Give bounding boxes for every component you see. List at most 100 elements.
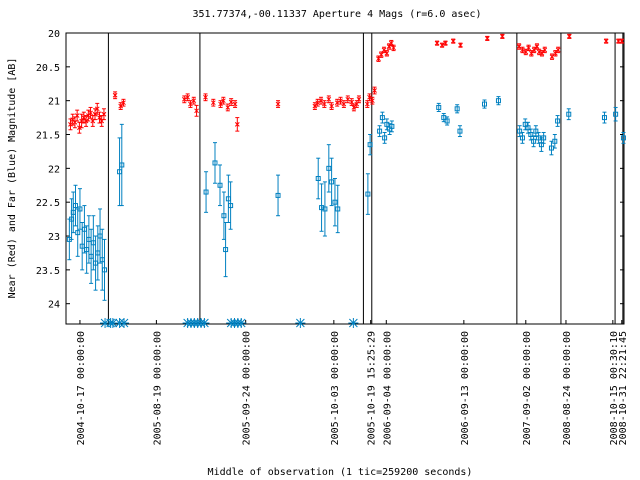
far-point — [538, 142, 544, 148]
near-point — [338, 98, 343, 104]
near-point — [384, 50, 390, 56]
far-point — [72, 203, 78, 209]
upper-limit-marker — [119, 318, 130, 328]
x-tick-label: 2008-10-15 00:30:10 — [609, 331, 620, 445]
far-point — [533, 128, 539, 134]
far-point — [275, 192, 281, 198]
chart-title: 351.77374,-00.11337 Aperture 4 Mags (r=6… — [193, 9, 482, 20]
near-point — [549, 54, 555, 60]
far-point — [555, 118, 561, 124]
x-tick-label: 2004-10-17 00:00:00 — [76, 331, 87, 445]
near-point — [439, 42, 445, 48]
near-point — [221, 98, 226, 104]
far-point — [522, 121, 528, 127]
near-point — [356, 96, 362, 102]
near-point — [275, 101, 281, 107]
near-point — [81, 115, 87, 120]
near-point — [619, 38, 625, 44]
series-far — [66, 96, 626, 301]
x-tick-label: 2005-09-24 00:00:00 — [242, 331, 253, 445]
far-point — [566, 111, 572, 117]
x-tick-label: 2007-09-02 00:00:00 — [522, 331, 533, 445]
near-point — [77, 125, 82, 131]
far-point — [75, 230, 81, 236]
near-point — [83, 118, 89, 124]
far-point — [552, 138, 558, 144]
y-tick-label: 23 — [48, 232, 60, 243]
x-tick-label: 2006-09-13 00:00:00 — [460, 331, 471, 445]
near-point — [484, 36, 490, 41]
near-point — [534, 44, 540, 49]
near-point — [194, 108, 199, 114]
plot-frame — [65, 32, 625, 325]
near-point — [434, 40, 440, 46]
y-tick-label: 22 — [48, 164, 60, 175]
x-tick-label: 2005-10-03 00:00:00 — [330, 331, 341, 445]
far-point — [203, 189, 209, 195]
near-point — [443, 40, 448, 46]
near-point — [92, 111, 98, 117]
y-tick-label: 23.5 — [36, 266, 60, 277]
near-point — [341, 101, 347, 107]
far-point — [525, 125, 531, 131]
far-point — [495, 98, 501, 104]
far-point — [377, 128, 383, 134]
far-point — [454, 106, 460, 112]
far-point — [326, 165, 332, 171]
far-point — [322, 206, 328, 212]
far-point — [315, 176, 321, 181]
near-point — [88, 110, 93, 116]
far-point — [601, 115, 607, 121]
far-point — [102, 267, 108, 273]
near-point — [372, 88, 377, 93]
near-point — [326, 96, 332, 102]
y-axis-label: Near (Red) and Far (Blue) Magnitude [AB] — [7, 58, 18, 299]
near-point — [329, 103, 334, 109]
upper-limit-marker — [199, 318, 210, 328]
near-point — [500, 34, 505, 39]
near-point — [112, 92, 118, 98]
near-point — [228, 99, 234, 105]
near-point — [234, 122, 240, 127]
near-point — [74, 113, 80, 118]
near-point — [191, 98, 197, 104]
y-tick-label: 20 — [48, 29, 60, 40]
far-point — [332, 199, 338, 205]
y-tick-label: 24 — [48, 300, 60, 311]
far-point — [329, 179, 335, 185]
x-tick-label: 2005-08-19 00:00:00 — [152, 331, 163, 445]
far-point — [620, 135, 626, 141]
near-point — [322, 101, 327, 107]
far-point — [541, 135, 547, 141]
upper-limit-marker — [107, 318, 118, 328]
far-point — [335, 206, 341, 212]
near-point — [603, 38, 609, 44]
far-point — [482, 101, 487, 107]
near-point — [225, 105, 231, 110]
far-point — [384, 121, 390, 127]
upper-limit-marker — [236, 318, 247, 328]
x-axis-label: Middle of observation (1 tic=259200 seco… — [208, 467, 473, 478]
far-point — [212, 160, 218, 166]
near-point — [526, 45, 531, 51]
upper-limit-marker — [100, 318, 111, 328]
far-point — [389, 123, 395, 129]
y-tick-label: 21.5 — [36, 131, 60, 142]
far-point — [528, 132, 534, 138]
upper-limit-marker — [348, 318, 359, 328]
near-point — [97, 115, 102, 120]
far-point — [441, 115, 447, 121]
near-point — [101, 111, 107, 117]
y-tick-label: 22.5 — [36, 198, 60, 209]
near-point — [79, 118, 84, 124]
far-point — [457, 128, 463, 134]
far-point — [77, 206, 83, 212]
series-upper-limits — [100, 318, 359, 328]
near-point — [315, 100, 321, 106]
y-tick-label: 21 — [48, 97, 60, 108]
near-point — [185, 94, 190, 100]
near-point — [516, 44, 522, 49]
far-point — [319, 205, 325, 211]
near-point — [555, 47, 561, 53]
